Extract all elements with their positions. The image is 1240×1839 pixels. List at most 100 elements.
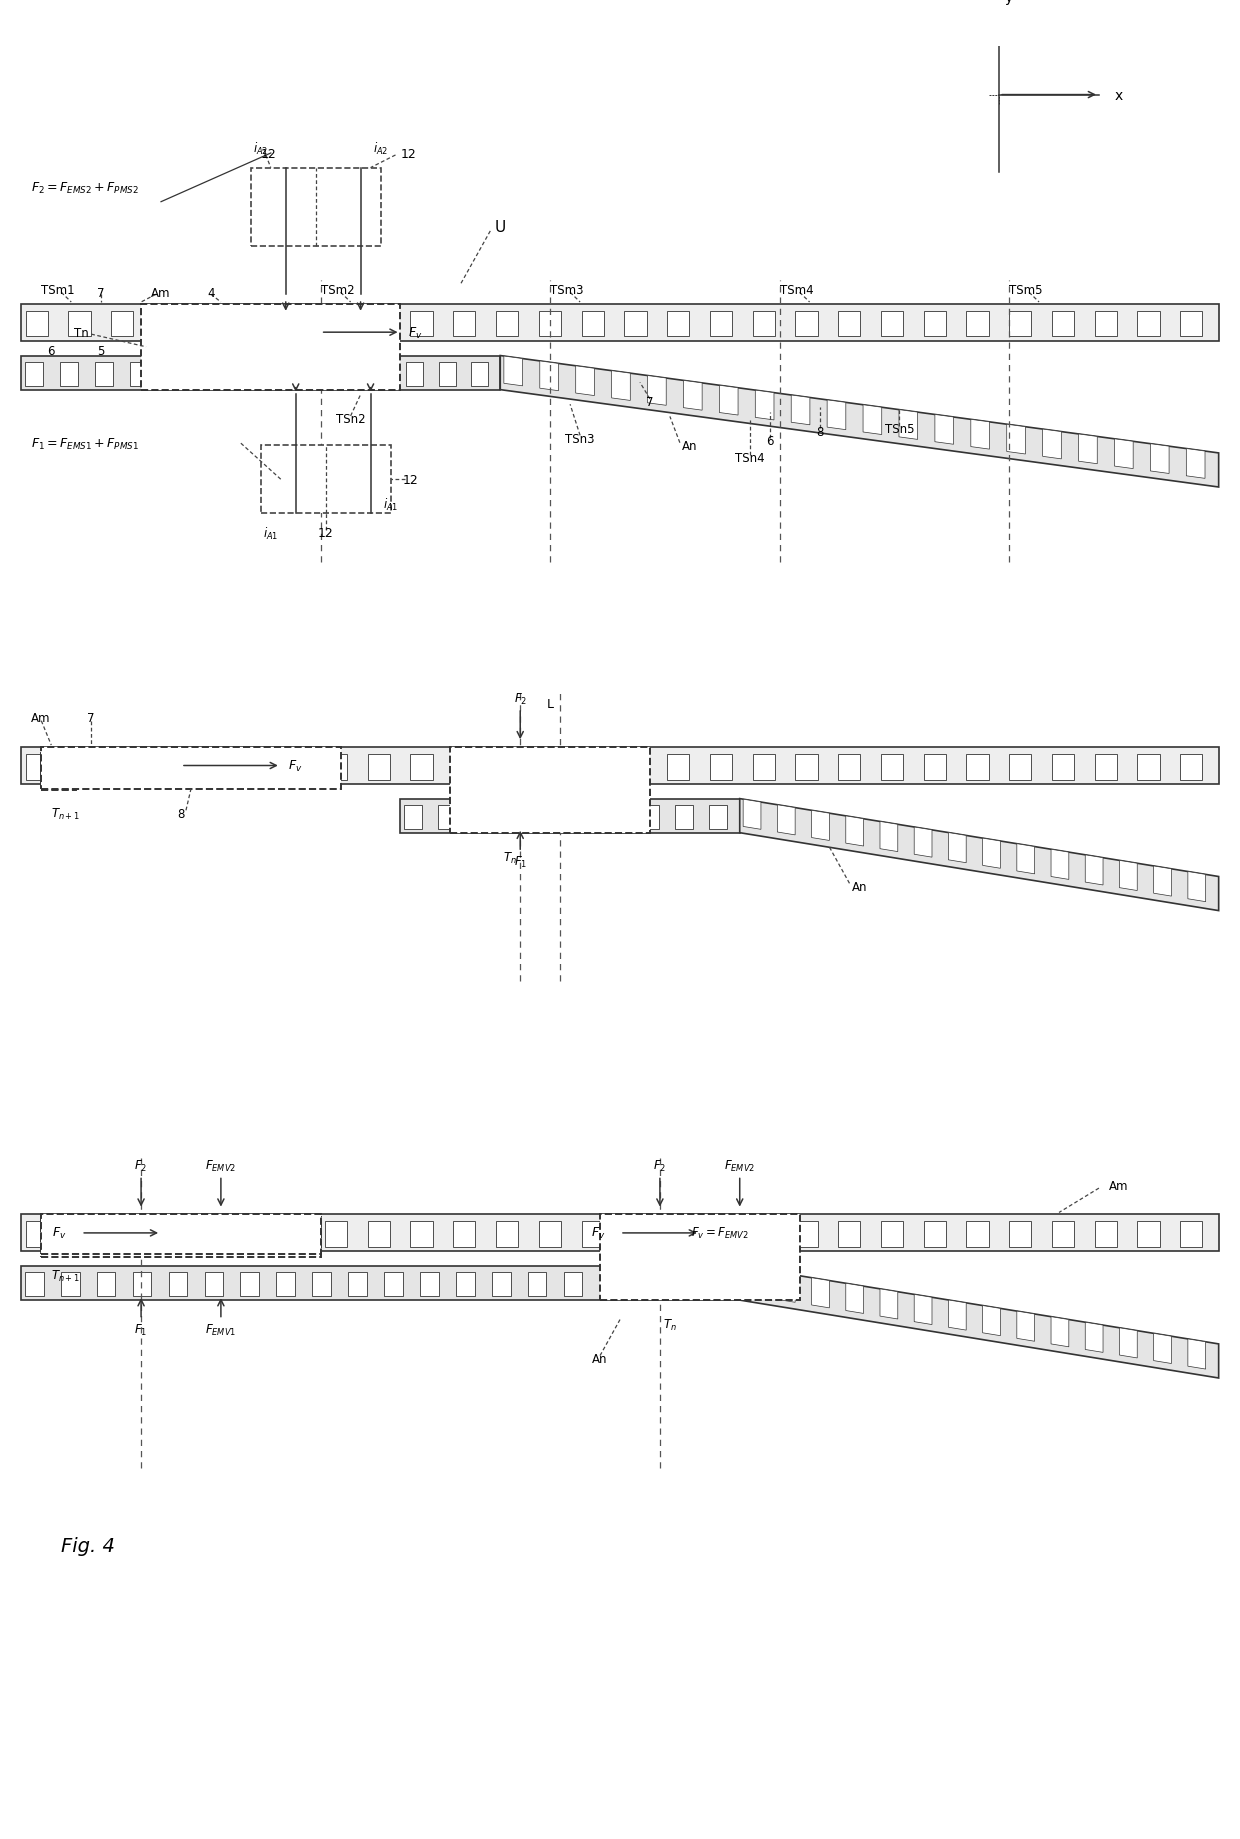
Bar: [283, 1221, 305, 1247]
Bar: [368, 754, 389, 780]
Bar: [582, 311, 604, 337]
Bar: [325, 754, 347, 780]
Text: $F_{EMV2}$: $F_{EMV2}$: [724, 1159, 755, 1173]
Bar: [676, 805, 693, 829]
Bar: [1137, 1221, 1159, 1247]
Bar: [838, 754, 861, 780]
Text: 7: 7: [88, 712, 95, 725]
Polygon shape: [827, 401, 846, 430]
Polygon shape: [982, 839, 1001, 868]
Text: Tn: Tn: [74, 327, 88, 340]
Bar: [496, 311, 518, 337]
Bar: [68, 1221, 91, 1247]
Text: $F_1 = F_{EMS1} + F_{PMS1}$: $F_1 = F_{EMS1} + F_{PMS1}$: [31, 436, 139, 452]
Bar: [1137, 754, 1159, 780]
Polygon shape: [1079, 434, 1097, 465]
Bar: [241, 1273, 259, 1296]
Bar: [709, 1221, 732, 1247]
Polygon shape: [1120, 861, 1137, 892]
Bar: [966, 1221, 988, 1247]
Text: 12: 12: [317, 528, 334, 541]
Bar: [154, 754, 176, 780]
Bar: [795, 754, 817, 780]
Bar: [456, 1273, 475, 1296]
Polygon shape: [1052, 1317, 1069, 1348]
Bar: [130, 362, 148, 386]
Bar: [624, 311, 646, 337]
Bar: [304, 362, 322, 386]
Bar: [21, 305, 1219, 342]
Bar: [707, 1273, 727, 1296]
Bar: [97, 1273, 115, 1296]
Bar: [438, 805, 455, 829]
Bar: [325, 1221, 347, 1247]
Text: TSm3: TSm3: [551, 283, 584, 296]
Polygon shape: [863, 406, 882, 436]
Polygon shape: [880, 822, 898, 851]
Bar: [312, 1273, 331, 1296]
Bar: [454, 754, 475, 780]
Polygon shape: [539, 362, 558, 392]
Polygon shape: [971, 419, 990, 451]
Text: $F_2 = F_{EMS2} + F_{PMS2}$: $F_2 = F_{EMS2} + F_{PMS2}$: [31, 180, 139, 195]
Bar: [368, 1221, 389, 1247]
Polygon shape: [1017, 844, 1034, 874]
Bar: [197, 1221, 219, 1247]
Text: TSm2: TSm2: [321, 283, 355, 296]
Polygon shape: [935, 416, 954, 445]
Bar: [112, 311, 134, 337]
Bar: [41, 754, 76, 791]
Bar: [454, 311, 475, 337]
Text: L: L: [547, 697, 553, 710]
Bar: [339, 362, 357, 386]
Text: $i_{A2}$: $i_{A2}$: [253, 142, 269, 156]
Bar: [165, 362, 182, 386]
Bar: [667, 1221, 689, 1247]
Polygon shape: [740, 1267, 1219, 1377]
Bar: [1009, 311, 1032, 337]
Bar: [283, 311, 305, 337]
Bar: [880, 311, 903, 337]
Bar: [538, 1221, 560, 1247]
Text: Am: Am: [31, 712, 51, 725]
Polygon shape: [811, 1278, 830, 1308]
Bar: [154, 1221, 176, 1247]
Bar: [492, 1273, 511, 1296]
Text: $F_v$: $F_v$: [408, 326, 423, 340]
Bar: [838, 1221, 861, 1247]
Bar: [41, 1216, 321, 1254]
Text: An: An: [852, 881, 867, 894]
Text: $F_2$: $F_2$: [134, 1159, 148, 1173]
Bar: [1052, 311, 1074, 337]
Bar: [239, 311, 262, 337]
Bar: [1095, 1221, 1117, 1247]
Bar: [924, 1221, 946, 1247]
Bar: [112, 754, 134, 780]
Bar: [564, 1273, 583, 1296]
Bar: [205, 1273, 223, 1296]
Polygon shape: [743, 800, 761, 829]
Polygon shape: [1017, 1311, 1034, 1341]
Bar: [1180, 1221, 1203, 1247]
Bar: [404, 805, 422, 829]
Bar: [672, 1273, 691, 1296]
Bar: [1095, 311, 1117, 337]
Bar: [25, 362, 43, 386]
Text: TSm1: TSm1: [41, 283, 74, 296]
Bar: [538, 311, 560, 337]
Polygon shape: [755, 392, 774, 421]
Bar: [21, 1216, 1219, 1252]
Bar: [250, 169, 381, 246]
Bar: [608, 805, 625, 829]
Bar: [624, 754, 646, 780]
Bar: [667, 754, 689, 780]
Bar: [582, 754, 604, 780]
Bar: [348, 1273, 367, 1296]
Bar: [528, 1273, 547, 1296]
Bar: [112, 1221, 134, 1247]
Polygon shape: [777, 1273, 795, 1302]
Text: y: y: [1004, 0, 1013, 6]
Polygon shape: [982, 1306, 1001, 1335]
Bar: [154, 311, 176, 337]
Bar: [1052, 754, 1074, 780]
